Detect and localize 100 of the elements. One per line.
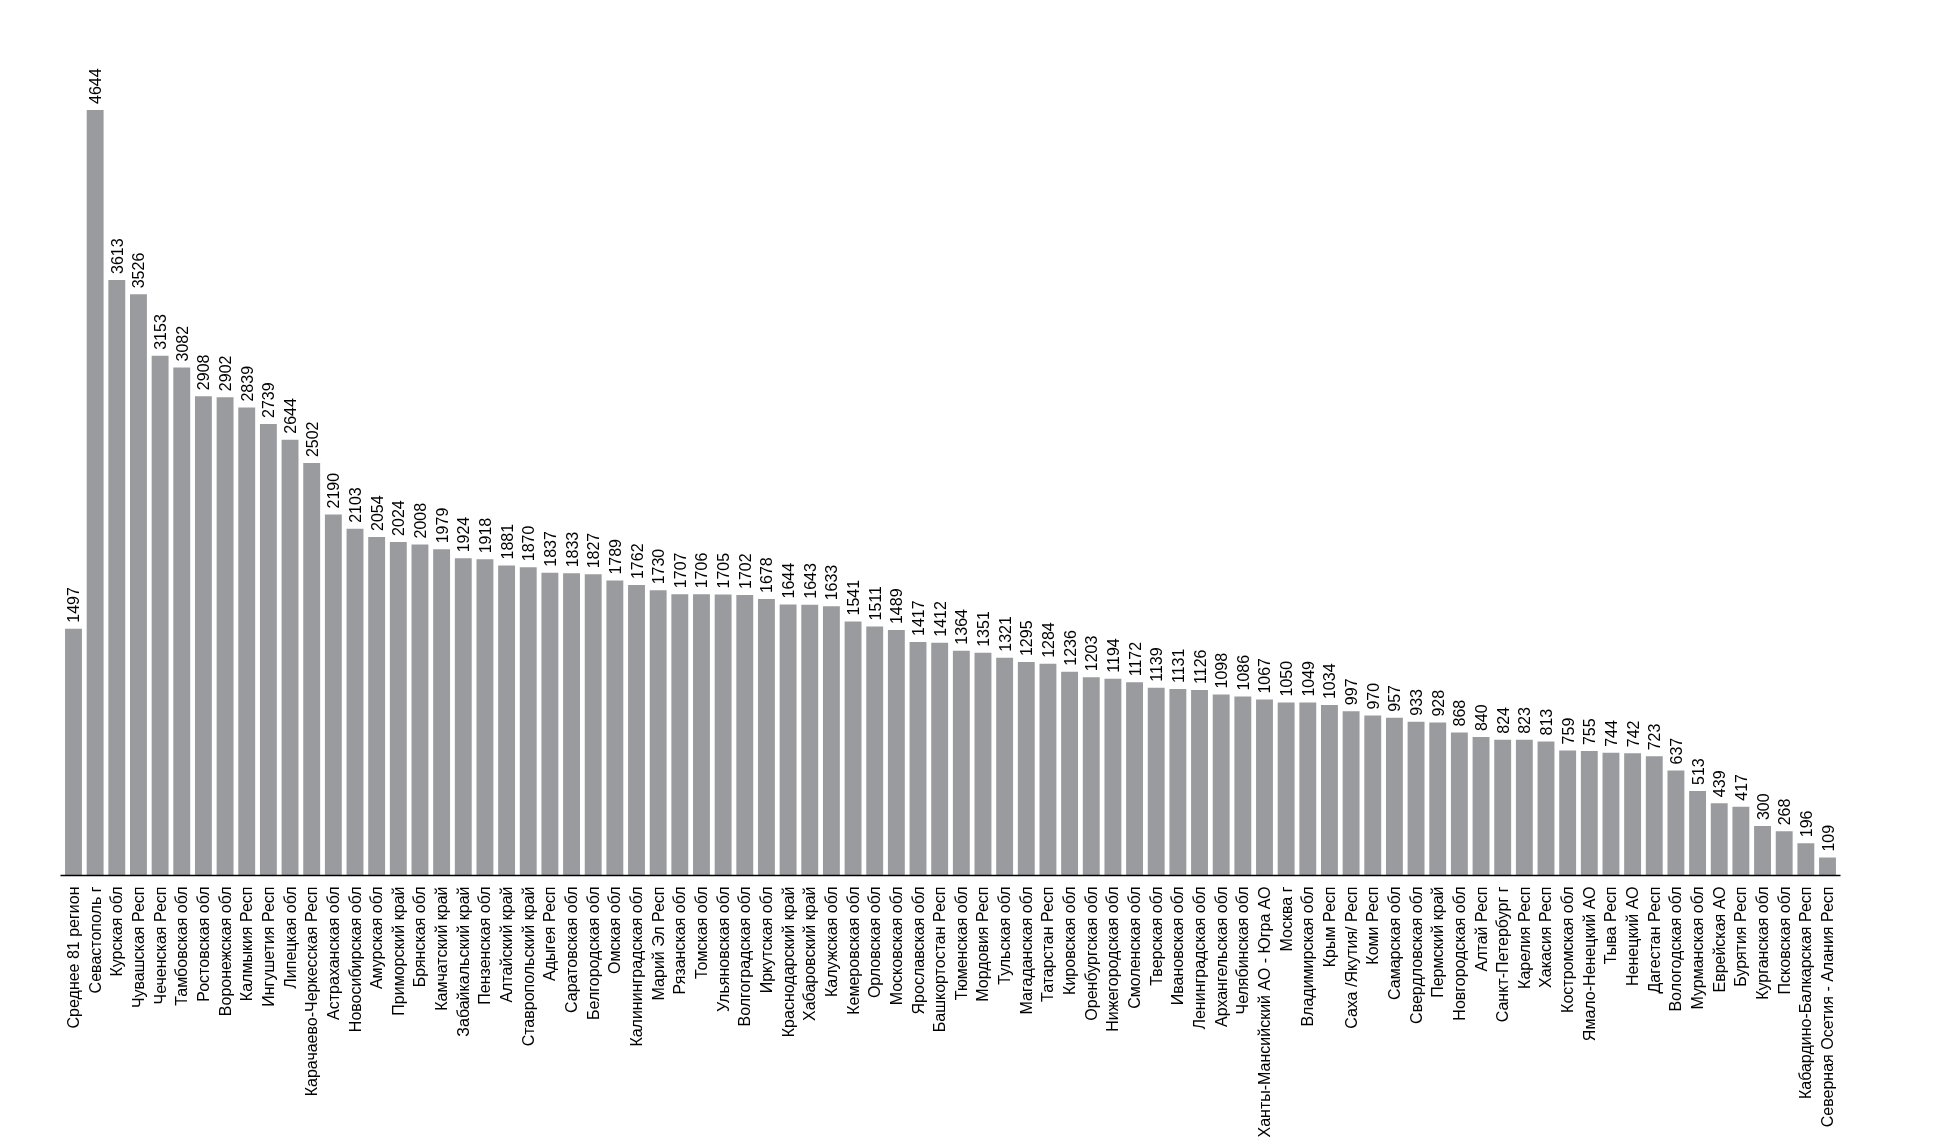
data-label: 759 [1559, 717, 1577, 745]
data-label: 723 [1646, 723, 1664, 751]
x-tick-label: Амурская обл [368, 886, 386, 990]
x-tick-label: Бурятия Респ [1732, 886, 1750, 987]
x-tick-label: Саха /Якутия/ Респ [1342, 886, 1360, 1029]
bar [1342, 711, 1360, 876]
data-label: 1707 [671, 552, 689, 589]
bar [1104, 678, 1122, 876]
bar [498, 565, 516, 876]
bar [1645, 756, 1663, 876]
data-label: 1139 [1148, 647, 1166, 682]
data-label: 824 [1494, 706, 1512, 734]
bar [1732, 806, 1750, 876]
data-label: 970 [1364, 682, 1382, 710]
bar [476, 559, 494, 876]
x-tick-label: Калмыкия Респ [238, 886, 256, 1002]
data-label: 1706 [693, 552, 711, 589]
data-label: 4644 [87, 68, 105, 105]
data-label: 957 [1386, 684, 1404, 712]
x-tick-label: Пермский край [1429, 886, 1447, 998]
bar [974, 652, 992, 876]
data-label: 637 [1667, 737, 1685, 765]
x-tick-label: Алтайский край [498, 886, 516, 1003]
data-label: 840 [1473, 704, 1491, 732]
data-label: 196 [1797, 810, 1815, 838]
data-label: 2054 [368, 495, 386, 531]
data-label: 744 [1602, 720, 1620, 747]
data-label: 1417 [910, 600, 928, 636]
bar [541, 572, 559, 876]
data-label: 928 [1429, 689, 1447, 717]
bar [952, 650, 970, 876]
bar [1667, 770, 1685, 876]
bar [86, 110, 104, 876]
x-tick-label: Забайкальский край [454, 886, 472, 1037]
bar [303, 463, 321, 876]
x-tick-label: Ингушетия Респ [259, 886, 277, 1007]
x-tick-label: Курганская обл [1754, 886, 1772, 1000]
data-label: 1131 [1169, 648, 1187, 684]
bar [1126, 682, 1144, 876]
bar [389, 541, 407, 876]
bar [996, 657, 1014, 876]
bar [368, 536, 386, 876]
x-tick-label: Самарская обл [1385, 886, 1403, 1000]
x-tick-label: Ростовская обл [194, 886, 212, 1002]
bar [1017, 662, 1035, 876]
data-label: 813 [1538, 708, 1555, 736]
bar [1082, 677, 1100, 876]
data-label: 1236 [1061, 630, 1079, 666]
bar [281, 439, 299, 876]
x-tick-label: Севастополь г [86, 886, 104, 994]
bar [1819, 857, 1836, 876]
x-tick-label: Оренбургская обл [1082, 886, 1100, 1021]
data-label: 742 [1624, 720, 1642, 748]
bar [1407, 721, 1425, 876]
x-tick-label: Астраханская обл [324, 886, 342, 1020]
x-tick-label: Москва г [1277, 886, 1295, 952]
bar [1689, 790, 1707, 876]
bar [1537, 741, 1555, 876]
bar [108, 279, 126, 876]
x-tick-label: Хакасия Респ [1537, 886, 1555, 988]
x-tick-label: Чувашская Респ [129, 886, 147, 1009]
data-label: 1511 [866, 585, 884, 621]
x-tick-label: Мордовия Респ [974, 886, 992, 1002]
data-label: 300 [1754, 793, 1772, 821]
data-label: 1203 [1083, 635, 1101, 672]
data-label: 1870 [520, 525, 538, 562]
x-tick-label: Липецкая обл [281, 886, 299, 989]
x-tick-label: Ленинградская обл [1191, 886, 1209, 1030]
bar [757, 598, 775, 876]
data-label: 1762 [628, 543, 646, 580]
x-tick-label: Свердловская обл [1407, 886, 1425, 1024]
x-tick-label: Воронежская обл [216, 886, 234, 1017]
data-label: 1086 [1234, 654, 1252, 691]
bar [65, 628, 82, 876]
x-tick-label: Магаданская обл [1017, 886, 1035, 1015]
data-label: 417 [1732, 773, 1750, 801]
data-label: 2008 [411, 502, 429, 539]
data-label: 868 [1451, 699, 1469, 727]
bar [259, 424, 277, 876]
data-label: 1321 [996, 616, 1014, 652]
bar [736, 594, 754, 876]
x-tick-label: Крым Респ [1320, 886, 1338, 968]
x-tick-label: Санкт-Петербург г [1494, 886, 1512, 1023]
bar [1494, 739, 1512, 876]
x-tick-label: Вологодская обл [1667, 886, 1685, 1012]
x-tick-label: Ямало-Ненецкий АО [1580, 886, 1598, 1042]
x-tick-label: Кемеровская обл [844, 886, 862, 1015]
x-tick-label: Приморский край [389, 886, 407, 1016]
bar [324, 514, 342, 876]
bar [887, 630, 905, 876]
x-tick-label: Владимирская обл [1299, 886, 1317, 1027]
bar [519, 567, 537, 876]
data-label: 439 [1711, 770, 1729, 798]
x-tick-label: Калининградская обл [628, 886, 646, 1047]
x-tick-label: Омская обл [606, 886, 624, 974]
data-label: 1979 [433, 507, 451, 544]
bar [931, 642, 949, 876]
x-tick-label: Кабардино-Балкарская Респ [1797, 886, 1815, 1100]
x-tick-label: Нижегородская обл [1104, 886, 1122, 1032]
x-tick-label: Волгоградская обл [736, 886, 754, 1027]
